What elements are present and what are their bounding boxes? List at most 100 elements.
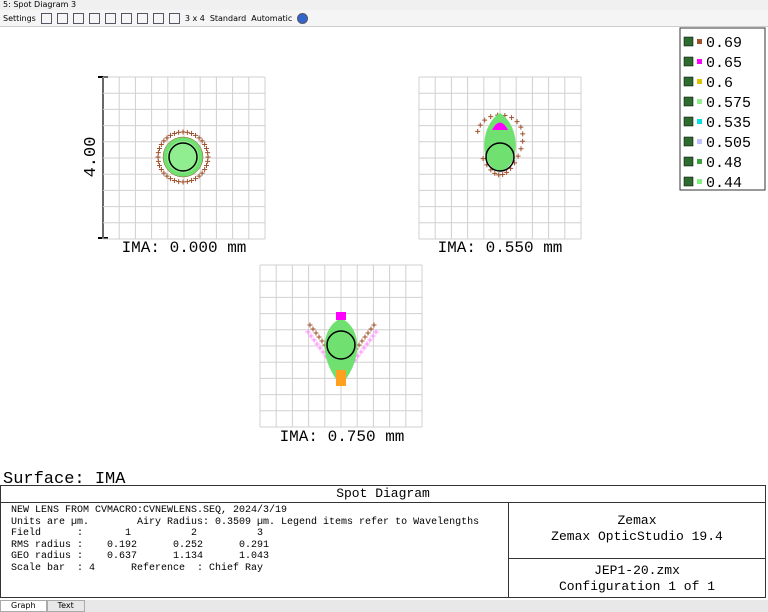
ray-marker	[171, 131, 177, 137]
ray-marker	[475, 128, 481, 134]
info-panel: Spot Diagram NEW LENS FROM CVMACRO:CVNEW…	[0, 485, 766, 598]
ray-marker	[520, 138, 526, 144]
legend-label: 0.48	[706, 155, 742, 172]
help-button[interactable]	[297, 12, 309, 24]
configuration: Configuration 1 of 1	[558, 579, 716, 594]
legend-box	[679, 27, 766, 191]
ray-marker	[477, 122, 483, 128]
legend-checkbox	[683, 76, 694, 87]
field-label: IMA: 0.000 mm	[122, 239, 247, 257]
legend-label: 0.44	[706, 175, 742, 192]
legend-swatch	[697, 119, 702, 124]
ray-marker	[368, 326, 374, 332]
save-button[interactable]	[72, 12, 84, 24]
legend-swatch	[697, 179, 702, 184]
ray-marker	[308, 333, 314, 339]
mode-dropdown[interactable]: Standard	[209, 13, 247, 23]
ray-marker	[184, 129, 190, 135]
ray-marker	[184, 179, 190, 185]
legend-swatch	[697, 59, 702, 64]
grid	[102, 76, 266, 240]
info-line: Field : 1 2 3	[11, 528, 264, 539]
file-name: JEP1-20.zmx	[594, 563, 680, 578]
ray-marker	[202, 142, 208, 147]
ray-marker	[161, 138, 167, 144]
rectangle-button[interactable]	[120, 12, 132, 24]
ray-marker	[307, 322, 313, 328]
airy-disk	[485, 142, 515, 172]
ray-marker	[155, 154, 161, 160]
info-line: GEO radius : 0.637 1.134 1.043	[11, 551, 270, 562]
legend-checkbox	[683, 36, 694, 47]
legend-swatch	[697, 79, 702, 84]
tab[interactable]: Graph	[0, 600, 47, 612]
layout-dropdown[interactable]: 3 x 4	[184, 13, 205, 23]
ray-marker	[320, 349, 326, 355]
legend-swatch	[697, 139, 702, 144]
ray-marker	[515, 153, 521, 159]
spot	[336, 312, 346, 320]
ray-marker	[155, 150, 161, 156]
scale-dropdown[interactable]: Automatic	[251, 13, 293, 23]
ray-marker	[157, 163, 163, 169]
ray-marker	[164, 135, 170, 141]
ray-marker	[373, 329, 379, 335]
ray-marker	[314, 341, 320, 347]
print-button[interactable]	[88, 12, 100, 24]
legend-label: 0.535	[706, 115, 751, 132]
field-label: IMA: 0.550 mm	[438, 239, 563, 257]
ray-marker	[189, 177, 195, 183]
ray-marker	[158, 142, 164, 147]
ray-marker	[356, 342, 362, 348]
legend-swatch	[697, 159, 702, 164]
ray-marker	[358, 349, 364, 355]
spot	[492, 122, 508, 130]
legend-label: 0.69	[706, 35, 742, 52]
legend-swatch	[697, 39, 702, 44]
ray-marker	[196, 135, 202, 141]
ray-marker	[164, 173, 170, 179]
ray-marker	[492, 170, 498, 176]
ray-marker	[203, 145, 209, 151]
ray-marker	[361, 345, 367, 351]
info-line: RMS radius : 0.192 0.252 0.291	[11, 539, 270, 551]
draw-button[interactable]	[104, 12, 116, 24]
info-title: Spot Diagram	[1, 486, 765, 503]
arrow-button[interactable]	[136, 12, 148, 24]
ray-marker	[176, 129, 182, 135]
info-line: Scale bar : 4 Reference : Chief Ray	[11, 562, 264, 574]
ray-marker	[199, 170, 205, 176]
ray-marker	[509, 115, 515, 121]
tab[interactable]: Text	[46, 600, 85, 612]
company-box: Zemax Zemax OpticStudio 19.4	[509, 502, 765, 559]
legend-label: 0.505	[706, 135, 751, 152]
ray-marker	[176, 179, 182, 185]
text-button[interactable]	[152, 12, 164, 24]
ray-marker	[482, 117, 488, 123]
copy-button[interactable]	[56, 12, 68, 24]
legend-checkbox	[683, 176, 694, 187]
airy-disk	[168, 142, 198, 172]
refresh-button[interactable]	[40, 12, 52, 24]
ray-marker	[310, 326, 316, 332]
ray-marker	[365, 330, 371, 336]
ray-marker	[180, 129, 186, 135]
ray-marker	[367, 337, 373, 343]
ray-marker	[193, 176, 198, 182]
ray-marker	[171, 177, 177, 183]
ray-marker	[518, 146, 524, 152]
ray-marker	[518, 124, 524, 130]
ray-marker	[203, 163, 209, 169]
ray-marker	[168, 132, 173, 138]
spot	[336, 370, 346, 386]
legend-checkbox	[683, 136, 694, 147]
field-label: IMA: 0.750 mm	[280, 428, 405, 446]
ray-marker	[317, 345, 323, 351]
plot-area: 4.00 IMA: 0.000 mm IMA: 0.550 mm IMA: 0.…	[3, 27, 766, 485]
ray-marker	[488, 114, 494, 120]
lock-button[interactable]	[168, 12, 180, 24]
settings-button[interactable]: Settings	[3, 13, 36, 23]
ray-marker	[205, 158, 211, 164]
ray-marker	[189, 131, 195, 137]
